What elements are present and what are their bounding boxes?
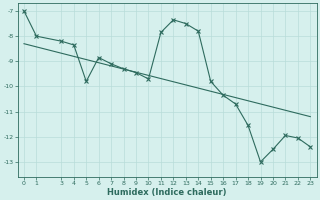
X-axis label: Humidex (Indice chaleur): Humidex (Indice chaleur) — [108, 188, 227, 197]
